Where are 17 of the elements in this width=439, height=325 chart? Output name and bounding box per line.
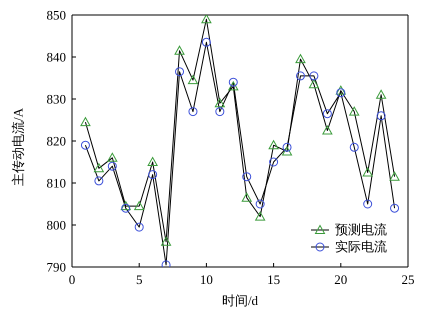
x-tick-label: 20 [334,272,348,288]
y-tick-label: 830 [46,92,66,107]
y-tick-label: 810 [46,176,66,191]
x-tick-label: 15 [267,272,280,288]
x-tick-label: 0 [68,272,76,288]
y-tick-label: 840 [46,50,66,65]
y-tick-label: 790 [46,260,66,275]
legend-label: 实际电流 [335,238,387,255]
y-tick-label: 850 [46,8,66,23]
x-axis-title: 时间/d [222,293,259,308]
x-tick-label: 25 [402,272,414,288]
y-axis-title: 主传动电流/A [10,107,26,186]
y-tick-label: 820 [46,134,66,149]
x-tick-label: 5 [136,272,142,288]
x-tick-label: 10 [200,272,213,288]
y-tick-label: 800 [46,218,66,233]
legend-label: 预测电流 [335,221,387,238]
